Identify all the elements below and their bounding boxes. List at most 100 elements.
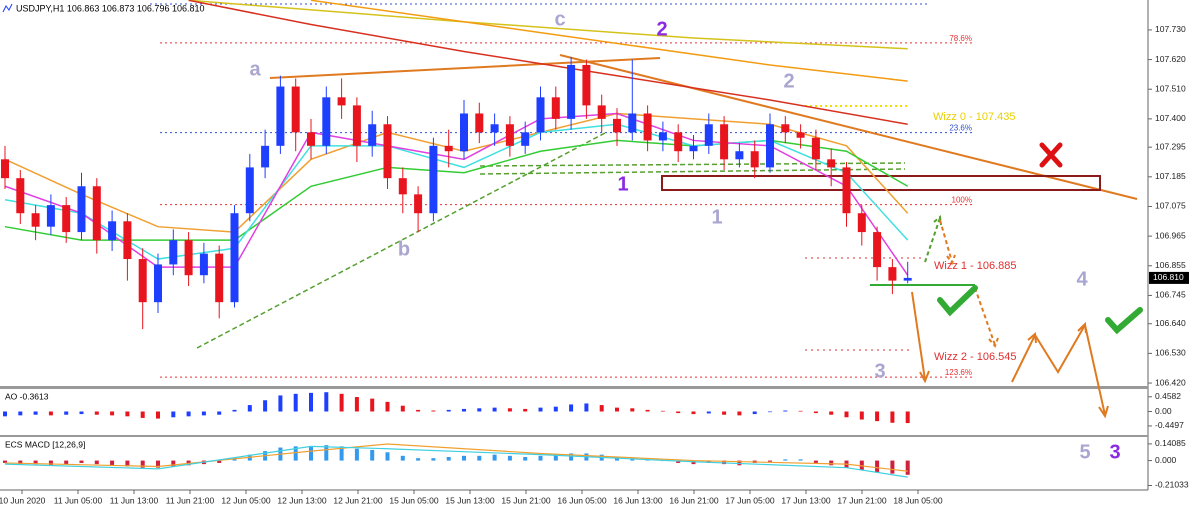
candle-body bbox=[505, 124, 514, 146]
y-tick-label: 106.855 bbox=[1155, 260, 1186, 270]
indicator-bar bbox=[553, 454, 558, 461]
candle-body bbox=[567, 64, 576, 119]
candle-body bbox=[460, 113, 468, 152]
check-mark bbox=[1105, 307, 1143, 335]
y-tick-label: 107.510 bbox=[1155, 83, 1186, 93]
x-tick-label: 12 Jun 05:00 bbox=[221, 495, 270, 505]
indicator-bar bbox=[263, 400, 268, 412]
annotation: 4 bbox=[1076, 268, 1088, 290]
annotation: a bbox=[249, 58, 261, 80]
annotation: 1 bbox=[711, 206, 722, 228]
candle-body bbox=[796, 132, 805, 138]
indicator-bar bbox=[354, 397, 359, 412]
indicator-bar bbox=[3, 460, 7, 463]
annotation: 3 bbox=[874, 360, 885, 382]
panel-separator bbox=[0, 435, 1148, 437]
x-tick-label: 17 Jun 13:00 bbox=[781, 495, 830, 505]
candle-body bbox=[245, 167, 254, 214]
indicator-bar bbox=[523, 457, 528, 461]
chart-title: USDJPY,H1 106.863 106.873 106.796 106.81… bbox=[16, 3, 205, 13]
indicator-bar bbox=[492, 407, 497, 412]
x-tick-label: 15 Jun 13:00 bbox=[445, 495, 494, 505]
indicator-bar bbox=[676, 460, 681, 463]
candle-body bbox=[307, 132, 315, 146]
indicator-bar bbox=[890, 411, 895, 423]
indicator-bar bbox=[798, 459, 803, 461]
indicator-bar bbox=[813, 460, 818, 463]
indicator-bar bbox=[186, 411, 191, 417]
projection bbox=[1011, 321, 1109, 419]
candle-body bbox=[888, 267, 897, 281]
y-tick-label: 107.400 bbox=[1155, 113, 1186, 123]
candle-body bbox=[291, 86, 300, 133]
indicator-bar bbox=[553, 406, 558, 412]
indicator-bar bbox=[309, 392, 313, 412]
indicator-bar bbox=[201, 411, 206, 416]
indicator-bar bbox=[507, 455, 512, 461]
x-tick-label: 17 Jun 05:00 bbox=[725, 495, 774, 505]
indicator-bar bbox=[156, 411, 160, 419]
y-tick-label: 107.620 bbox=[1155, 54, 1186, 64]
y-tick-label: 106.965 bbox=[1155, 230, 1186, 240]
indicator-bar bbox=[752, 411, 757, 415]
candle-body bbox=[475, 113, 484, 133]
indicator-bar bbox=[171, 411, 176, 418]
candle-body bbox=[827, 159, 836, 168]
cross-mark bbox=[1039, 142, 1063, 168]
indicator-bar bbox=[156, 460, 160, 468]
indicator-bar bbox=[232, 409, 237, 412]
indicator-bar bbox=[645, 409, 650, 412]
x-tick-label: 12 Jun 21:00 bbox=[333, 495, 382, 505]
x-tick-label: 16 Jun 13:00 bbox=[613, 495, 662, 505]
indicator-bar bbox=[890, 460, 895, 474]
indicator-bar bbox=[477, 455, 482, 461]
title-icon bbox=[2, 3, 13, 13]
indicator-bar bbox=[905, 460, 910, 475]
candle-body bbox=[337, 97, 346, 106]
panel-separator bbox=[0, 386, 1148, 389]
annotation: b bbox=[398, 238, 410, 260]
y-tick-label: 0.000 bbox=[1155, 455, 1177, 465]
candle-body bbox=[322, 97, 331, 146]
x-tick-label: 16 Jun 05:00 bbox=[557, 495, 606, 505]
candle-body bbox=[643, 113, 652, 141]
indicator-bar bbox=[79, 411, 84, 415]
indicator-bar bbox=[33, 460, 38, 465]
y-tick-label: -0.21033 bbox=[1155, 480, 1189, 490]
candle-body bbox=[857, 213, 866, 233]
annotation: 3 bbox=[1109, 441, 1120, 463]
indicator-bar bbox=[354, 448, 359, 461]
indicator-bar bbox=[324, 392, 329, 412]
indicator-bar bbox=[64, 411, 69, 415]
annotation: Wizz 2 - 106.545 bbox=[934, 351, 1017, 363]
indicator-bar bbox=[385, 401, 390, 412]
indicator-bar bbox=[660, 410, 665, 412]
candle-body bbox=[261, 145, 270, 168]
indicator-bar bbox=[171, 460, 176, 467]
candle-body bbox=[169, 240, 178, 265]
indicator-bar bbox=[813, 411, 818, 414]
candle-body bbox=[735, 151, 744, 160]
candle-body bbox=[842, 167, 851, 214]
projection bbox=[939, 219, 956, 266]
annotation: 5 bbox=[1079, 441, 1090, 463]
indicator-bar bbox=[859, 411, 864, 420]
trendline bbox=[269, 57, 661, 79]
indicator-bar bbox=[247, 405, 252, 412]
indicator-bar bbox=[385, 452, 390, 461]
projection bbox=[924, 215, 942, 263]
candle-body bbox=[444, 145, 453, 152]
candle-body bbox=[62, 205, 71, 233]
candle-body bbox=[582, 64, 591, 106]
indicator-bar bbox=[446, 457, 451, 461]
indicator-bar bbox=[431, 458, 436, 461]
x-tick-label: 17 Jun 21:00 bbox=[837, 495, 886, 505]
candle-body bbox=[77, 186, 86, 233]
indicator-bar bbox=[416, 458, 421, 461]
y-tick-label: 107.075 bbox=[1155, 201, 1186, 211]
candle-body bbox=[766, 124, 774, 168]
indicator-bar bbox=[278, 395, 283, 412]
indicator-bar bbox=[523, 408, 528, 412]
indicator-bar bbox=[615, 407, 619, 412]
